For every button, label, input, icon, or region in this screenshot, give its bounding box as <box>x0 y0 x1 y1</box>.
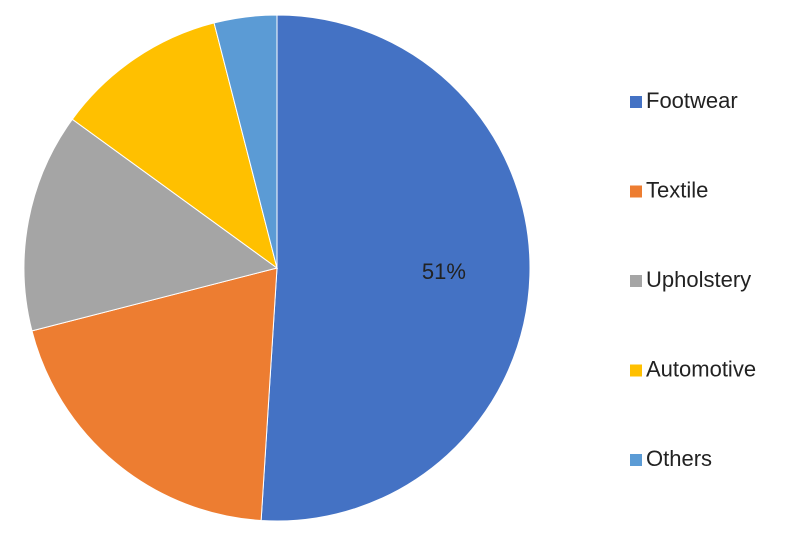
data-label: 51% <box>422 259 466 284</box>
legend-label: Others <box>646 446 712 471</box>
legend-swatch <box>630 454 642 466</box>
legend-label: Footwear <box>646 88 738 113</box>
legend-label: Textile <box>646 177 708 202</box>
legend-label: Automotive <box>646 356 756 381</box>
legend-swatch <box>630 185 642 198</box>
pie-slice <box>71 22 278 270</box>
legend-swatch <box>630 364 642 377</box>
legend-swatch <box>630 96 642 108</box>
pie-slice <box>213 14 278 269</box>
pie-slice <box>31 267 278 522</box>
legend-swatch <box>630 275 642 287</box>
pie-slice <box>260 14 531 522</box>
legend-label: Upholstery <box>646 267 751 292</box>
pie-slice <box>23 118 279 332</box>
